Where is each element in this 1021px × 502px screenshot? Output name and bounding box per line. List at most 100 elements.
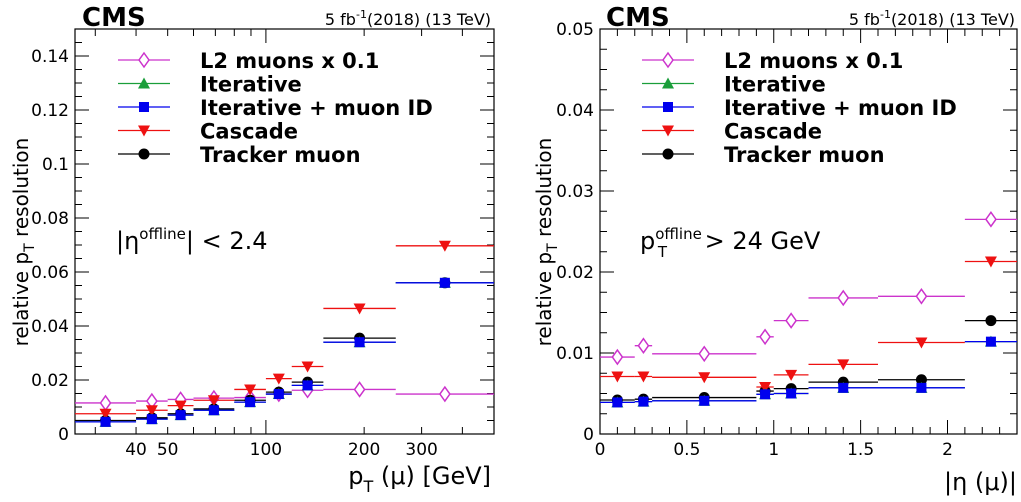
data-point [837, 359, 850, 371]
data-point [438, 385, 451, 403]
data-point [207, 395, 220, 407]
series-cascade [75, 240, 494, 420]
data-point [244, 384, 257, 396]
legend-label: Iterative + muon ID [724, 96, 957, 120]
plot-area: 0 0.01 0.02 0.03 0.04 0.05 0 0.5 1 1.5 2 [556, 20, 1018, 460]
data-point [612, 397, 623, 408]
x-tick-label: 1 [768, 440, 779, 460]
data-point [208, 405, 219, 416]
y-tick-label: 0.1 [42, 155, 69, 175]
legend-marker [138, 51, 150, 69]
data-point [785, 369, 798, 381]
data-point [146, 414, 157, 425]
chart-right-eta-resolution: CMS 5 fb-1(2018) (13 TeV) relative pT re… [532, 3, 1018, 496]
data-point [439, 277, 450, 288]
data-point [838, 382, 849, 393]
legend-label: Iterative [724, 73, 826, 97]
data-point [353, 303, 366, 315]
lumi-label: 5 fb-1(2018) (13 TeV) [849, 8, 1015, 29]
data-point [272, 373, 285, 385]
legend-label: L2 muons x 0.1 [724, 49, 903, 73]
legend-marker [139, 102, 149, 112]
legend-label: Iterative [200, 73, 302, 97]
legend-label: L2 muons x 0.1 [200, 49, 379, 73]
x-tick-label: 100 [250, 440, 282, 460]
series-iterative [600, 335, 1017, 408]
y-tick-label: 0 [583, 425, 594, 445]
pt-cut-annotation: poffline T > 24 GeV [640, 225, 821, 261]
series-cascade [600, 256, 1017, 394]
y-tick-label: 0.02 [31, 371, 69, 391]
y-tick-label: 0 [58, 425, 69, 445]
data-point [145, 405, 158, 417]
data-point [637, 371, 650, 383]
series-tracker-muon [75, 277, 494, 426]
legend-label: Cascade [724, 120, 822, 144]
data-point [638, 396, 649, 407]
legend-label: Iterative + muon ID [200, 96, 433, 120]
x-tick-label: 200 [348, 440, 380, 460]
data-point [915, 337, 928, 349]
x-axis-label: pT (μ) [GeV] [348, 462, 491, 496]
legend-label: Tracker muon [200, 143, 361, 167]
data-point [698, 345, 711, 363]
data-point [915, 288, 928, 305]
data-point [99, 408, 112, 420]
data-point [99, 394, 112, 412]
data-point [985, 211, 997, 228]
data-point [698, 372, 711, 384]
data-point [837, 289, 850, 307]
svg-text:relative pT resolution: relative pT resolution [532, 138, 561, 347]
x-tick-label: 2 [942, 440, 953, 460]
x-tick-label: 300 [405, 440, 437, 460]
eta-cut-annotation: |ηoffline| < 2.4 [116, 225, 268, 255]
data-point [353, 381, 366, 398]
legend-marker [662, 125, 674, 137]
data-point [438, 240, 451, 252]
data-point [245, 397, 256, 408]
experiment-label: CMS [82, 3, 146, 33]
data-point [301, 361, 314, 373]
y-tick-label: 0.02 [556, 263, 594, 283]
x-tick-label: 50 [157, 440, 179, 460]
legend-marker [662, 51, 674, 69]
legend-marker [138, 77, 150, 89]
y-tick-label: 0.04 [556, 101, 594, 121]
y-tick-label: 0.03 [556, 182, 594, 202]
data-point [354, 337, 365, 348]
series-iterative [75, 276, 494, 427]
y-tick-label: 0.06 [31, 263, 69, 283]
series-iterative-muon-id [75, 277, 494, 427]
legend-marker [138, 148, 150, 160]
x-tick-label: 0 [595, 440, 606, 460]
series-l2-muons-x-0-1 [75, 381, 494, 412]
series-l2-muons-x-0-1 [600, 211, 1017, 366]
data-point [759, 382, 772, 394]
data-point [915, 374, 927, 386]
data-point [611, 348, 624, 366]
data-point [785, 312, 798, 329]
x-tick-label: 0.5 [673, 440, 700, 460]
y-axis-label: relative pT resolution [9, 138, 38, 347]
legend-marker [662, 148, 674, 160]
legend-marker [662, 77, 674, 89]
svg-text:relative pT resolution: relative pT resolution [9, 138, 38, 347]
data-point [175, 410, 186, 421]
y-tick-label: 0.04 [31, 317, 69, 337]
data-point [637, 337, 650, 355]
y-tick-label: 0.01 [556, 344, 594, 364]
series-tracker-muon [600, 315, 1017, 406]
plot-area: 0 0.02 0.04 0.06 0.08 0.1 0.12 0.14 40 50 100 200 30… [31, 28, 495, 460]
data-point [760, 389, 771, 400]
x-tick-label: 1.5 [847, 440, 874, 460]
data-point [302, 380, 313, 391]
data-point [985, 315, 997, 327]
y-tick-label: 0.05 [556, 20, 594, 40]
data-point [100, 416, 111, 427]
experiment-label: CMS [606, 3, 670, 33]
x-axis-label: |η (μ)| [944, 468, 1017, 496]
y-axis-label: relative pT resolution [532, 138, 561, 347]
chart-left-pt-resolution: CMS 5 fb-1(2018) (13 TeV) relative pT re… [9, 3, 495, 496]
